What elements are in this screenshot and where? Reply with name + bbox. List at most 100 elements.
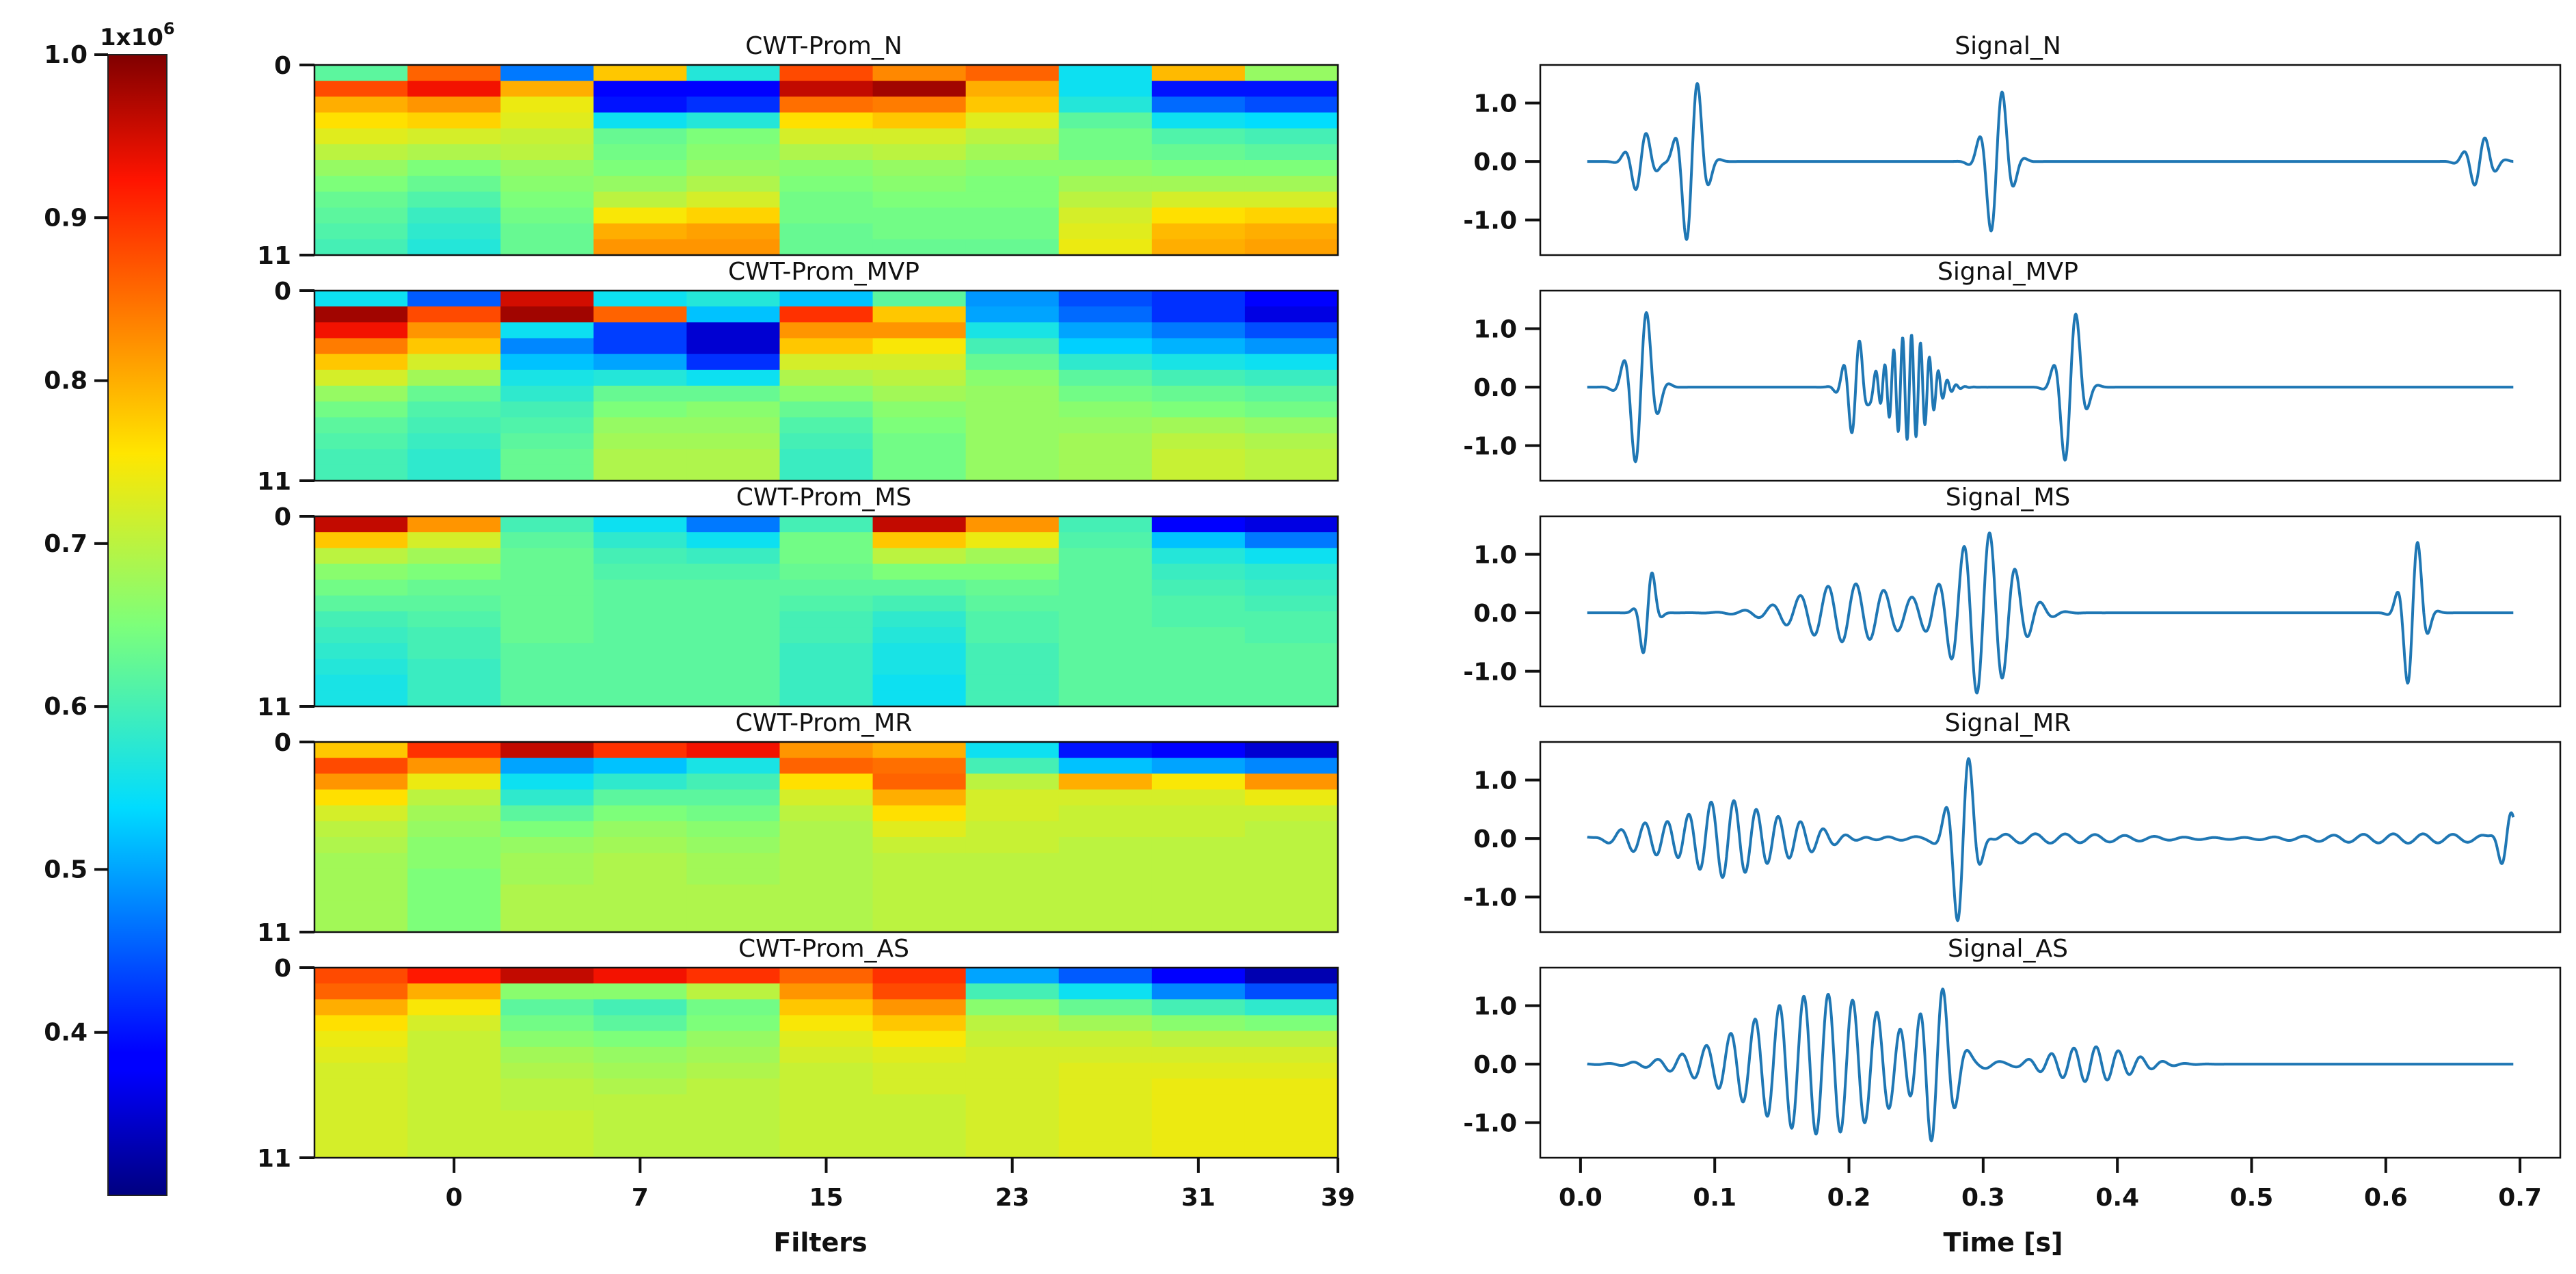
colorbar-multiplier: 1x106 <box>100 19 175 51</box>
heatmap-cell <box>779 789 874 806</box>
heatmap-cell <box>779 900 874 917</box>
heatmap-cell <box>779 1046 874 1063</box>
heatmap-cell <box>686 144 781 161</box>
heatmap-cell <box>407 532 501 548</box>
heatmap-cell <box>407 1141 501 1158</box>
colorbar-tick-label: 0.4 <box>44 1019 88 1047</box>
heatmap-cell <box>779 516 874 533</box>
heatmap-cell <box>965 160 1060 176</box>
heatmap-cell <box>686 112 781 129</box>
heatmap-cell <box>500 223 594 240</box>
heatmap-cell <box>686 837 781 853</box>
heatmap-cell <box>593 773 687 791</box>
heatmap-cell <box>1058 837 1153 853</box>
heatmap-cell <box>407 900 501 917</box>
colorbar-tick-label: 0.9 <box>44 204 88 232</box>
heatmap-cell <box>872 1126 967 1143</box>
heatmap-cell <box>500 900 594 917</box>
heatmap-cell <box>1244 1094 1339 1111</box>
heatmap-cell <box>686 789 781 806</box>
colorbar-tick-label: 0.6 <box>44 693 88 721</box>
heatmap-cell <box>779 433 874 450</box>
heatmap-cell <box>872 322 967 339</box>
heatmap-cell <box>779 160 874 176</box>
heatmap-cell <box>1151 742 1246 758</box>
heatmap-cell <box>500 853 594 869</box>
heatmap-cell <box>500 1031 594 1048</box>
heatmap-cell <box>1151 291 1246 307</box>
heatmap-cell <box>965 1126 1060 1143</box>
heatmap-cell <box>593 659 687 676</box>
heatmap-cell <box>965 532 1060 548</box>
heatmap-cell <box>779 369 874 386</box>
heatmap-cell <box>872 773 967 791</box>
signal-plot-mvp: 1.0 0.0 -1.0 <box>1463 289 2562 482</box>
signal-y-tick-label: -1.0 <box>1463 207 1517 235</box>
heatmap-cell <box>1244 884 1339 901</box>
heatmap-cell <box>1151 65 1246 81</box>
heatmap-cell <box>314 805 408 822</box>
heatmap-cell <box>1058 821 1153 838</box>
heatmap-cell <box>407 401 501 418</box>
heatmap-cell <box>500 1046 594 1063</box>
heatmap-cell <box>1244 868 1339 886</box>
heatmap-cell <box>872 96 967 114</box>
heatmap-cell <box>779 1094 874 1111</box>
heatmap-cell <box>1151 548 1246 565</box>
heatmap-cell <box>965 128 1060 145</box>
heatmap-cell <box>407 464 501 481</box>
heatmap-cell <box>872 354 967 371</box>
heatmap-cell <box>1151 789 1246 806</box>
heatmap-cell <box>314 916 408 933</box>
heatmap-cell <box>1058 401 1153 418</box>
heatmap-cell <box>314 821 408 838</box>
heatmap-cell <box>686 968 781 984</box>
heatmap-cell <box>593 112 687 129</box>
heatmap-cell <box>872 837 967 853</box>
heatmap-cell <box>593 563 687 581</box>
heatmap-cell <box>593 627 687 643</box>
heatmap-cell <box>872 239 967 256</box>
heatmap-cell <box>500 96 594 114</box>
heatmap-cell <box>314 338 408 355</box>
heatmap-cell <box>1244 548 1339 565</box>
heatmap-cell <box>965 742 1060 758</box>
heatmap-cell <box>965 433 1060 450</box>
heatmap-cell <box>1058 611 1153 628</box>
heatmap-cell <box>500 837 594 853</box>
heatmap-cell <box>593 1031 687 1048</box>
heatmap-cell <box>314 627 408 643</box>
heatmap-cell <box>500 758 594 774</box>
heatmap-cell <box>779 1078 874 1095</box>
signal-frame <box>1539 741 2562 933</box>
heatmap-cell <box>1151 983 1246 1000</box>
heatmap-cell <box>314 464 408 481</box>
heatmap-cell <box>965 773 1060 791</box>
heatmap-cell <box>872 999 967 1016</box>
heatmap-cell <box>500 999 594 1016</box>
heatmap-cells-as: 0 11 <box>257 955 1339 1173</box>
heatmap-cell <box>500 354 594 371</box>
heatmap-cell <box>686 773 781 791</box>
heatmap-cell <box>500 417 594 434</box>
heatmap-frame <box>313 64 1339 256</box>
signal-y-tick-label: 1.0 <box>1473 90 1517 118</box>
heatmap-cell <box>1244 627 1339 643</box>
heatmap-cell <box>500 306 594 323</box>
heatmap-cell <box>407 821 501 838</box>
colorbar: 1x106 1.0 0.9 0.8 0.7 0.6 0.5 0.4 <box>44 19 175 1196</box>
heatmap-cell <box>779 176 874 192</box>
heatmap-cell <box>686 223 781 240</box>
heatmap-x-axis-label: Filters <box>773 1227 867 1258</box>
heatmap-cell <box>686 291 781 307</box>
heatmap-cell <box>686 999 781 1016</box>
heatmap-title-as: CWT-Prom_AS <box>738 935 909 963</box>
heatmap-cell <box>407 595 501 612</box>
heatmap-cell <box>593 207 687 224</box>
heatmap-cell <box>1244 112 1339 129</box>
heatmap-cell <box>686 354 781 371</box>
heatmap-cell <box>686 128 781 145</box>
heatmap-cell <box>686 449 781 466</box>
heatmap-cell <box>965 884 1060 901</box>
heatmap-cell <box>779 191 874 209</box>
